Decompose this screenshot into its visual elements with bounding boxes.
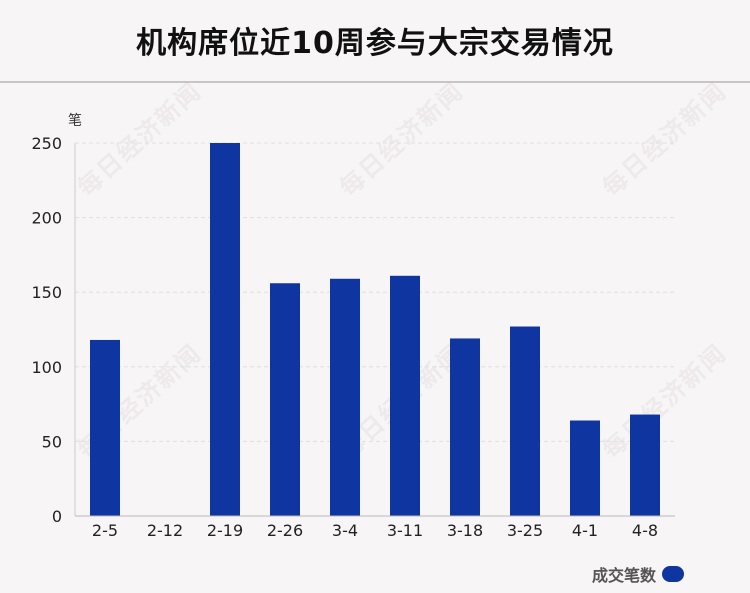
x-tick-label: 2-19 xyxy=(207,521,243,540)
y-tick-label: 250 xyxy=(31,134,62,153)
bars xyxy=(90,143,660,516)
bar-2-19 xyxy=(210,143,240,516)
x-tick-label: 4-8 xyxy=(632,521,658,540)
x-tick-label: 3-18 xyxy=(447,521,483,540)
bar-3-4 xyxy=(330,278,360,516)
x-tick-label: 3-25 xyxy=(507,521,543,540)
bar-4-8 xyxy=(630,414,660,516)
y-axis: 0 50 100 150 200 250 xyxy=(31,134,76,526)
title-divider xyxy=(0,81,750,83)
bar-2-5 xyxy=(90,339,120,516)
bar-3-11 xyxy=(390,275,420,516)
x-tick-label: 4-1 xyxy=(572,521,598,540)
x-axis: 2-5 2-12 2-19 2-26 3-4 3-11 3-18 3-25 4-1 4-8 xyxy=(75,515,675,540)
x-tick-label: 2-12 xyxy=(147,521,183,540)
y-tick-label: 200 xyxy=(31,209,62,228)
y-tick-label: 0 xyxy=(52,507,62,526)
y-tick-label: 150 xyxy=(31,283,62,302)
bar-3-18 xyxy=(450,338,480,516)
bar-2-26 xyxy=(270,283,300,516)
y-tick-label: 50 xyxy=(42,432,62,451)
chart-title: 机构席位近10周参与大宗交易情况 xyxy=(136,26,614,61)
bar-4-1 xyxy=(570,420,600,516)
legend-label: 成交笔数 xyxy=(591,566,656,585)
y-axis-label: 笔 xyxy=(68,113,82,129)
y-tick-label: 100 xyxy=(31,358,62,377)
x-tick-label: 2-26 xyxy=(267,521,303,540)
legend-swatch xyxy=(662,566,684,582)
legend: 成交笔数 xyxy=(592,562,684,586)
gridlines xyxy=(75,142,675,442)
bar-3-25 xyxy=(510,326,540,516)
x-tick-label: 3-11 xyxy=(387,521,423,540)
x-tick-label: 2-5 xyxy=(92,521,118,540)
x-tick-label: 3-4 xyxy=(332,521,358,540)
